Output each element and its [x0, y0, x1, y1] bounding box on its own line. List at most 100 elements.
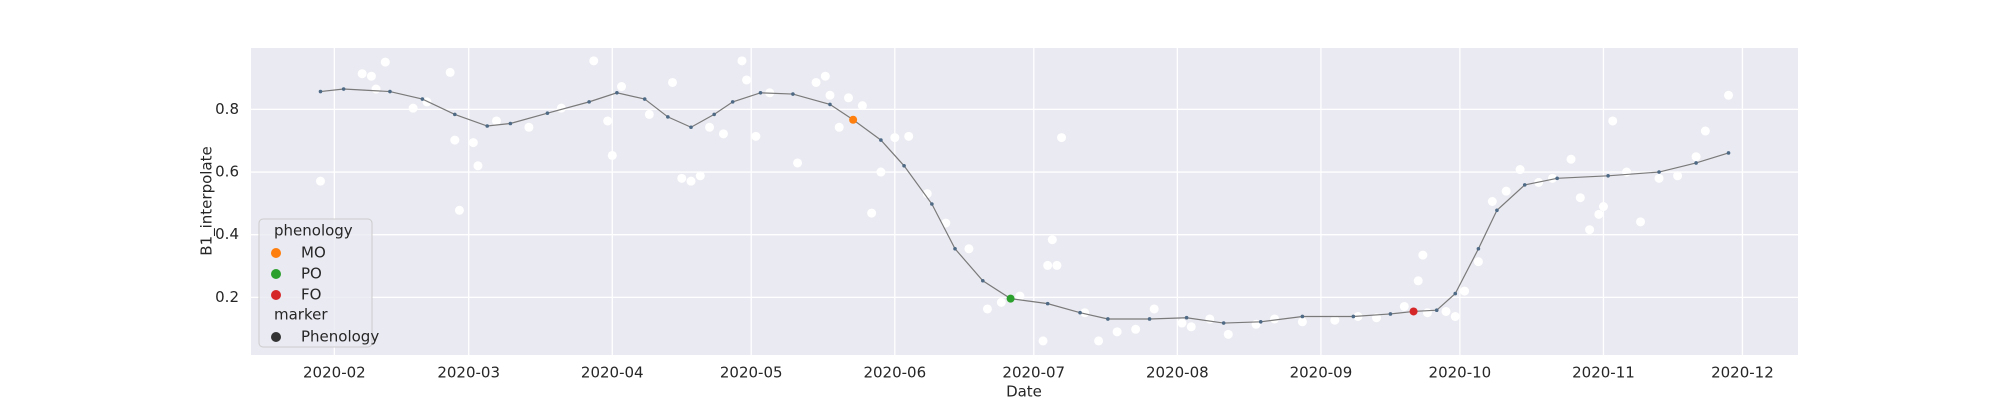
observation-point: [1052, 260, 1062, 270]
interpolated-line: [320, 88, 1729, 324]
interpolated-point: [452, 112, 457, 117]
legend-marker-label: Phenology: [301, 328, 379, 346]
x-tick-label: 2020-05: [720, 364, 783, 382]
observation-point: [834, 122, 844, 132]
x-axis-label: Date: [1006, 383, 1042, 400]
observation-point: [1047, 235, 1057, 245]
interpolated-point: [712, 112, 716, 117]
interpolated-point: [1606, 174, 1610, 178]
interpolated-point: [318, 89, 323, 94]
x-tick-label: 2020-03: [437, 364, 500, 382]
observation-point: [1598, 202, 1608, 212]
interpolated-point: [791, 92, 795, 96]
interpolated-point: [587, 100, 591, 104]
observation-point: [825, 90, 835, 100]
observation-point: [357, 69, 367, 79]
observation-point: [1418, 250, 1428, 260]
observation-point: [1450, 311, 1460, 321]
observation-point: [450, 135, 460, 145]
observation-point: [380, 57, 390, 67]
observation-point: [751, 131, 761, 141]
interpolated-point: [642, 97, 647, 101]
observation-point: [1038, 336, 1048, 346]
observation-point: [1223, 329, 1233, 339]
phenology-point: [1409, 307, 1418, 316]
interpolated-point: [1694, 161, 1698, 165]
observation-point: [371, 84, 381, 94]
observation-point: [793, 158, 803, 168]
observation-point: [617, 82, 627, 92]
x-tick-label: 2020-02: [303, 364, 366, 382]
interpolated-point: [902, 163, 906, 168]
observation-point: [904, 131, 914, 141]
x-tick-label: 2020-12: [1711, 364, 1774, 382]
x-tick-label: 2020-06: [863, 364, 926, 382]
observation-point: [589, 56, 599, 66]
observation-point: [315, 176, 325, 186]
y-tick-label: 0.8: [215, 100, 239, 118]
interpolated-point: [930, 202, 934, 206]
observation-point: [1673, 171, 1683, 181]
legend-marker-title: marker: [274, 306, 328, 324]
interpolated-point: [758, 90, 763, 95]
observation-point: [876, 167, 886, 177]
observation-point: [1594, 209, 1604, 219]
observation-point: [1422, 308, 1432, 318]
observation-point: [742, 75, 752, 85]
observation-point: [1112, 327, 1122, 337]
observation-point: [996, 297, 1006, 307]
interpolated-point: [1388, 312, 1393, 316]
observation-point: [1724, 90, 1734, 100]
observation-point: [1057, 133, 1067, 143]
observation-point: [820, 71, 830, 81]
observation-point: [1487, 197, 1497, 206]
interpolated-point: [1147, 317, 1152, 321]
observation-point: [890, 133, 900, 143]
interpolated-point: [666, 115, 670, 119]
x-tick-label: 2020-11: [1572, 364, 1635, 382]
legend-box: [258, 218, 373, 348]
phenology-point: [849, 115, 858, 124]
legend-label: PO: [301, 265, 322, 283]
observation-point: [1515, 165, 1525, 175]
interpolated-point: [1522, 183, 1527, 187]
interpolated-point: [828, 102, 832, 107]
phenology-point: [1006, 294, 1015, 303]
observation-point: [607, 150, 617, 160]
observation-point: [1691, 152, 1701, 162]
observation-point: [677, 173, 687, 183]
observation-point: [1636, 217, 1646, 227]
interpolated-point: [1495, 208, 1499, 213]
legend-label: FO: [301, 286, 321, 304]
interpolated-point: [545, 111, 550, 115]
interpolated-point: [981, 278, 985, 283]
interpolated-point: [953, 247, 957, 251]
interpolated-point: [1045, 301, 1050, 306]
y-tick-label: 0.6: [215, 163, 239, 181]
observation-point: [454, 205, 464, 215]
interpolated-point: [730, 100, 735, 104]
interpolated-point: [1434, 308, 1439, 313]
observation-point: [491, 116, 501, 126]
observation-point: [1205, 314, 1215, 324]
interpolated-point: [1726, 151, 1731, 155]
observation-point: [1575, 193, 1585, 203]
observation-point: [964, 244, 974, 254]
observation-point: [737, 56, 747, 66]
observation-point: [1413, 276, 1423, 286]
observation-point: [922, 189, 932, 199]
observation-point: [524, 122, 534, 132]
interpolated-point: [879, 138, 883, 142]
observation-point: [1177, 318, 1187, 328]
observation-point: [867, 208, 877, 218]
y-tick-label: 0.2: [215, 288, 239, 306]
observation-point: [1131, 324, 1141, 334]
marks: [315, 56, 1734, 346]
observation-point: [366, 71, 376, 81]
interpolated-point: [1221, 321, 1226, 325]
observation-point: [705, 122, 715, 132]
interpolated-point: [1184, 315, 1189, 320]
observation-point: [408, 103, 418, 113]
observation-point: [1460, 286, 1470, 296]
observation-point: [1043, 260, 1053, 270]
